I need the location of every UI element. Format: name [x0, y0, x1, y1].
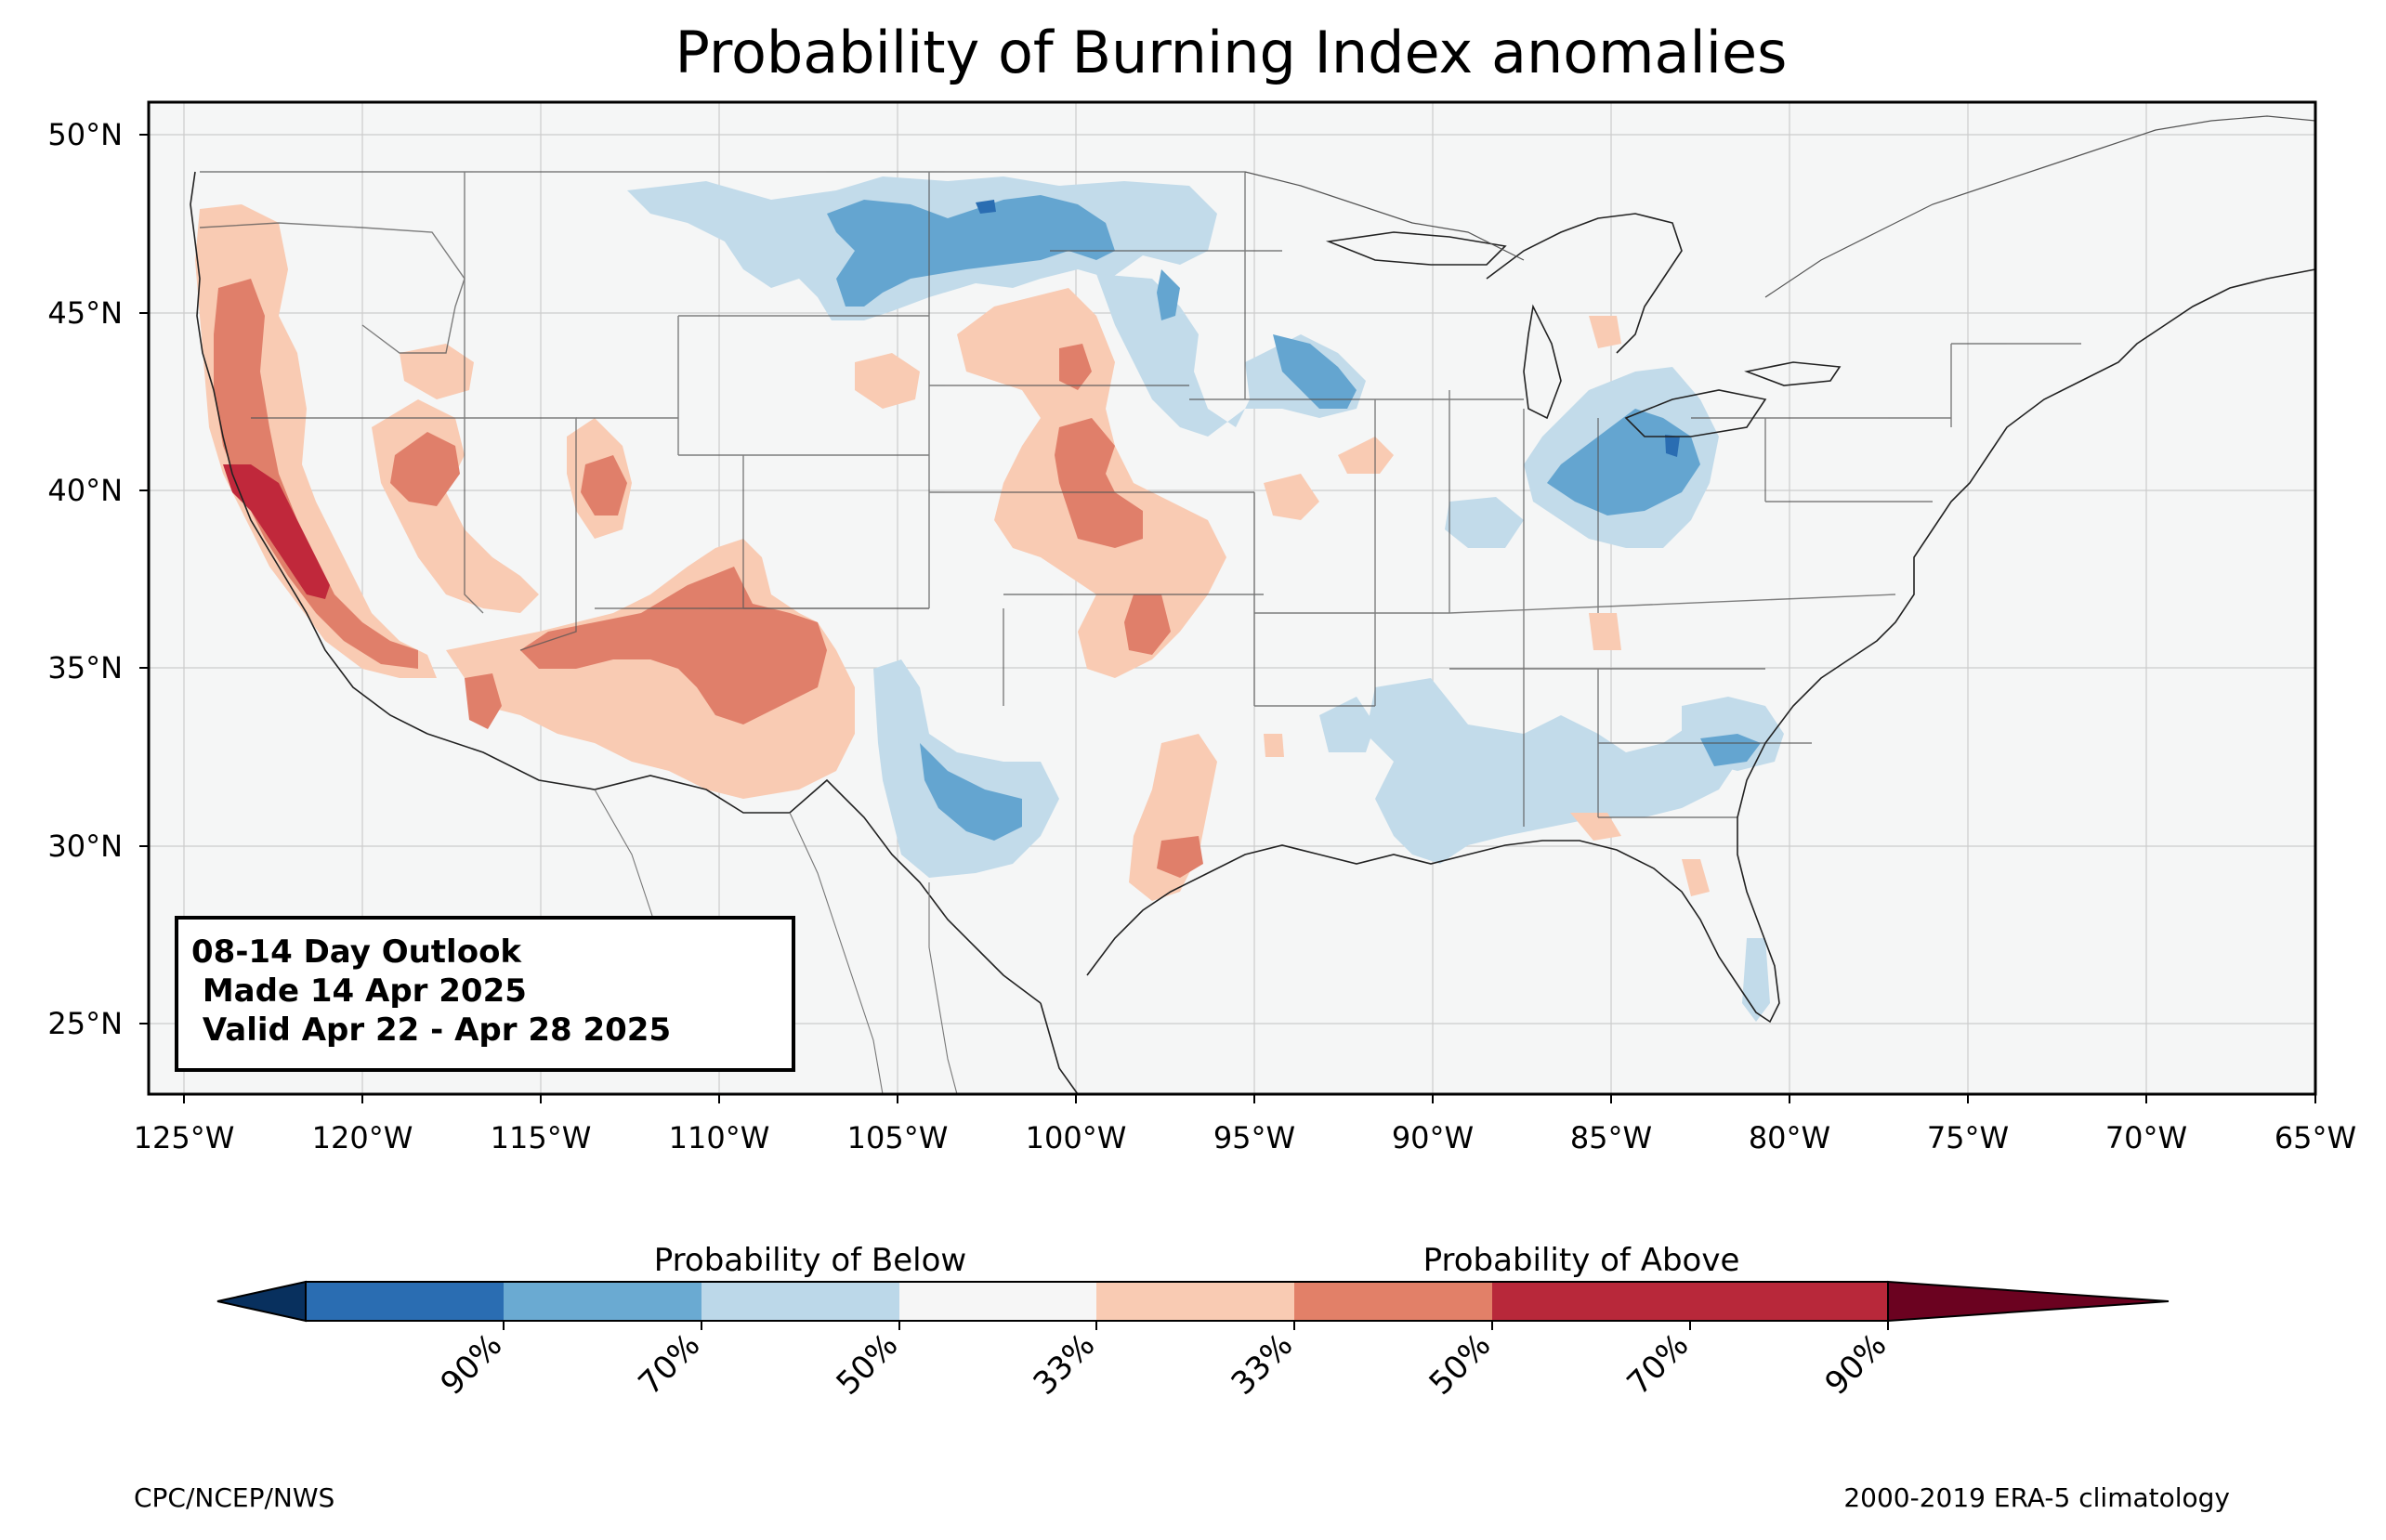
lon-label-105w: 105°W — [847, 1120, 949, 1155]
above-33-alabama — [1570, 813, 1621, 841]
lon-label-90w: 90°W — [1392, 1120, 1474, 1155]
footer-climatology: 2000-2019 ERA-5 climatology — [1843, 1482, 2230, 1513]
above-50-arizona-nm — [520, 567, 827, 724]
lon-label-125w: 125°W — [134, 1120, 235, 1155]
above-33-iowa — [1338, 437, 1394, 474]
above-33-michigan — [1589, 316, 1621, 348]
below-50-south-texas — [920, 743, 1022, 841]
map-title: Probability of Burning Index anomalies — [675, 19, 1788, 86]
below-50-ohio — [1547, 409, 1700, 516]
colorbar-bin — [504, 1282, 701, 1321]
below-50-northern-plains — [827, 195, 1115, 307]
lon-label-75w: 75°W — [1927, 1120, 2009, 1155]
colorbar-bin — [899, 1282, 1096, 1321]
colorbar-bin — [1096, 1282, 1294, 1321]
longitude-labels: 125°W 120°W 115°W 110°W 105°W 100°W 95°W… — [134, 1120, 2357, 1155]
map-frame — [147, 100, 2317, 1096]
lon-label-70w: 70°W — [2105, 1120, 2187, 1155]
lat-label-25n: 25°N — [47, 1006, 123, 1041]
below-70-ohio — [1665, 435, 1680, 457]
colorbar-bin — [1690, 1282, 1888, 1321]
below-70-north-dakota — [976, 200, 996, 214]
coastlines — [190, 171, 2316, 1095]
above-50-sd — [1059, 344, 1092, 390]
above-50-ok-tx — [1124, 594, 1171, 655]
below-50-upper-mississippi — [1273, 334, 1357, 409]
above-50-kansas — [1055, 418, 1143, 548]
colorbar: Probability of Below Probability of Abov… — [216, 1242, 2170, 1403]
above-33-missouri — [1264, 474, 1319, 520]
above-33-oklahoma — [1264, 734, 1284, 757]
below-50-southeast-coast — [1700, 734, 1761, 766]
below-normal-regions — [627, 176, 1784, 1022]
above-50-east-texas — [1157, 836, 1203, 878]
lon-label-80w: 80°W — [1749, 1120, 1830, 1155]
outlook-period: 08-14 Day Outlook — [191, 933, 522, 971]
lat-label-30n: 30°N — [47, 829, 123, 864]
above-50-utah — [581, 455, 627, 516]
colorbar-bin — [701, 1282, 899, 1321]
lon-label-65w: 65°W — [2275, 1120, 2356, 1155]
lon-label-100w: 100°W — [1026, 1120, 1127, 1155]
lon-label-95w: 95°W — [1213, 1120, 1295, 1155]
above-33-nevada-north — [400, 344, 474, 399]
lon-label-110w: 110°W — [669, 1120, 770, 1155]
outlook-valid-dates: Valid Apr 22 - Apr 28 2025 — [191, 1011, 672, 1049]
above-33-florida — [1682, 859, 1710, 896]
footer-source: CPC/NCEP/NWS — [134, 1482, 335, 1513]
colorbar-bin — [1492, 1282, 1690, 1321]
lon-label-85w: 85°W — [1570, 1120, 1652, 1155]
colorbar-bins — [216, 1280, 2170, 1323]
canada-border — [1244, 115, 2316, 298]
colorbar-above-label: Probability of Above — [1423, 1242, 1740, 1279]
lat-label-45n: 45°N — [47, 295, 123, 331]
lat-label-40n: 40°N — [47, 473, 123, 508]
colorbar-bin — [306, 1282, 504, 1321]
lon-label-115w: 115°W — [491, 1120, 592, 1155]
above-50-az-south — [465, 673, 502, 729]
above-33-nebraska — [855, 353, 920, 409]
below-33-indiana — [1445, 497, 1524, 548]
below-50-minnesota — [1157, 269, 1180, 320]
state-borders — [199, 171, 2081, 827]
outlook-made-date: Made 14 Apr 2025 — [191, 972, 527, 1010]
above-33-kentucky — [1589, 613, 1621, 650]
above-50-nevada — [390, 432, 460, 506]
outlook-info-box: 08-14 Day Outlook Made 14 Apr 2025 Valid… — [175, 916, 795, 1072]
lon-label-120w: 120°W — [312, 1120, 413, 1155]
colorbar-bin — [1294, 1282, 1492, 1321]
above-70-california — [223, 464, 330, 599]
lat-label-50n: 50°N — [47, 117, 123, 152]
axis-ticks — [139, 134, 2316, 1103]
lat-label-35n: 35°N — [47, 650, 123, 685]
colorbar-below-label: Probability of Below — [654, 1242, 966, 1279]
below-33-midsouth — [1319, 697, 1375, 752]
latitude-labels: 50°N 45°N 40°N 35°N 30°N 25°N — [47, 117, 123, 1041]
